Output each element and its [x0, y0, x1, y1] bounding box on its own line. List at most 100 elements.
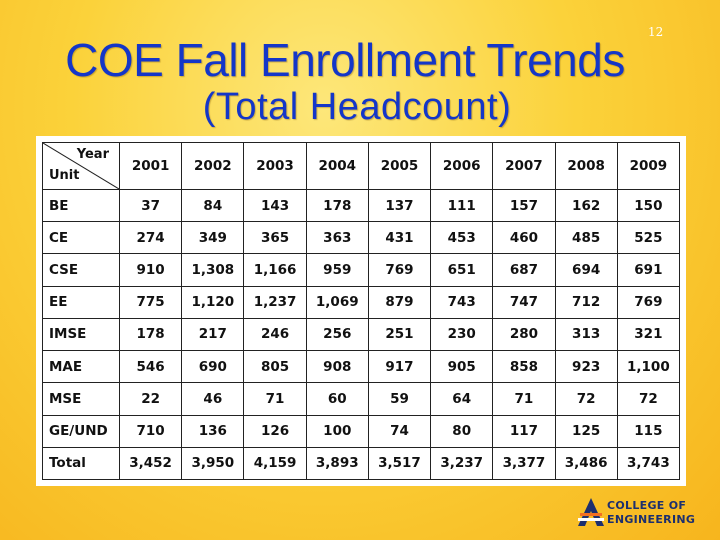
- value-cell: 1,100: [616, 350, 681, 384]
- value-cell: 162: [554, 188, 618, 223]
- value-cell: 651: [430, 253, 494, 287]
- value-cell: 37: [118, 188, 183, 223]
- value-cell: 313: [554, 317, 618, 352]
- unit-cell: CSE: [42, 253, 120, 287]
- table-row: IMSE 178 217 246 256 251 230 280 313 321: [42, 317, 681, 352]
- value-cell: 4,159: [243, 446, 307, 481]
- value-cell: 905: [430, 350, 494, 384]
- value-cell: 690: [181, 350, 245, 384]
- value-cell: 60: [305, 382, 369, 416]
- unit-cell: MSE: [42, 382, 120, 416]
- unit-cell: Total: [42, 446, 120, 481]
- value-cell: 525: [616, 221, 681, 255]
- year-header: 2007: [492, 142, 556, 190]
- table-body: BE 37 84 143 178 137 111 157 162 150 CE 274 349 365 36…: [42, 188, 681, 481]
- slide-title: COE Fall Enrollment Trends: [65, 34, 625, 86]
- value-cell: 460: [492, 221, 556, 255]
- logo-line-2: ENGINEERING: [607, 513, 696, 526]
- value-cell: 46: [181, 382, 245, 416]
- value-cell: 217: [181, 317, 245, 352]
- enrollment-table: Year Unit 2001 2002 2003 2004 2005 2006 …: [42, 142, 681, 481]
- value-cell: 143: [243, 188, 307, 223]
- value-cell: 879: [367, 285, 432, 319]
- value-cell: 71: [492, 382, 556, 416]
- college-of-engineering-logo: COLLEGE OF ENGINEERING: [578, 496, 706, 530]
- value-cell: 3,743: [616, 446, 681, 481]
- value-cell: 3,452: [118, 446, 183, 481]
- value-cell: 908: [305, 350, 369, 384]
- header-row: Year Unit 2001 2002 2003 2004 2005 2006 …: [42, 142, 681, 190]
- logo-line-1: COLLEGE OF: [607, 499, 687, 512]
- table-row: MSE 22 46 71 60 59 64 71 72 72: [42, 382, 681, 416]
- unit-cell: BE: [42, 188, 120, 223]
- value-cell: 59: [367, 382, 432, 416]
- year-header: 2003: [243, 142, 307, 190]
- table-row: CSE 910 1,308 1,166 959 769 651 687 694 691: [42, 253, 681, 287]
- diagonal-divider: [43, 143, 119, 189]
- value-cell: 178: [118, 317, 183, 352]
- table-row: MAE 546 690 805 908 917 905 858 923 1,100: [42, 350, 681, 384]
- value-cell: 775: [118, 285, 183, 319]
- unit-cell: CE: [42, 221, 120, 255]
- unit-cell: IMSE: [42, 317, 120, 352]
- table-row: EE 775 1,120 1,237 1,069 879 743 747 712 769: [42, 285, 681, 319]
- value-cell: 747: [492, 285, 556, 319]
- slide-number: 12: [648, 25, 664, 39]
- value-cell: 1,069: [305, 285, 369, 319]
- value-cell: 431: [367, 221, 432, 255]
- value-cell: 3,486: [554, 446, 618, 481]
- value-cell: 805: [243, 350, 307, 384]
- year-header: 2001: [118, 142, 183, 190]
- table-row: Total 3,452 3,950 4,159 3,893 3,517 3,237 3,377…: [42, 446, 681, 481]
- value-cell: 365: [243, 221, 307, 255]
- value-cell: 710: [118, 414, 183, 448]
- value-cell: 453: [430, 221, 494, 255]
- value-cell: 280: [492, 317, 556, 352]
- value-cell: 3,237: [430, 446, 494, 481]
- value-cell: 1,237: [243, 285, 307, 319]
- value-cell: 136: [181, 414, 245, 448]
- value-cell: 22: [118, 382, 183, 416]
- corner-year-label: Year: [76, 147, 109, 162]
- value-cell: 546: [118, 350, 183, 384]
- year-header: 2004: [305, 142, 369, 190]
- value-cell: 84: [181, 188, 245, 223]
- unit-cell: EE: [42, 285, 120, 319]
- value-cell: 80: [430, 414, 494, 448]
- value-cell: 769: [616, 285, 681, 319]
- value-cell: 126: [243, 414, 307, 448]
- value-cell: 712: [554, 285, 618, 319]
- value-cell: 274: [118, 221, 183, 255]
- table-row: BE 37 84 143 178 137 111 157 162 150: [42, 188, 681, 223]
- corner-header-cell: Year Unit: [42, 142, 120, 190]
- value-cell: 769: [367, 253, 432, 287]
- value-cell: 349: [181, 221, 245, 255]
- value-cell: 923: [554, 350, 618, 384]
- value-cell: 72: [616, 382, 681, 416]
- value-cell: 485: [554, 221, 618, 255]
- value-cell: 743: [430, 285, 494, 319]
- ut-arlington-a-logo-icon: [578, 498, 604, 526]
- value-cell: 363: [305, 221, 369, 255]
- value-cell: 125: [554, 414, 618, 448]
- value-cell: 230: [430, 317, 494, 352]
- value-cell: 687: [492, 253, 556, 287]
- value-cell: 111: [430, 188, 494, 223]
- value-cell: 117: [492, 414, 556, 448]
- value-cell: 3,950: [181, 446, 245, 481]
- value-cell: 64: [430, 382, 494, 416]
- value-cell: 858: [492, 350, 556, 384]
- value-cell: 959: [305, 253, 369, 287]
- value-cell: 74: [367, 414, 432, 448]
- value-cell: 137: [367, 188, 432, 223]
- corner-unit-label: Unit: [49, 168, 80, 183]
- value-cell: 157: [492, 188, 556, 223]
- value-cell: 910: [118, 253, 183, 287]
- value-cell: 178: [305, 188, 369, 223]
- enrollment-table-panel: Year Unit 2001 2002 2003 2004 2005 2006 …: [36, 136, 686, 486]
- value-cell: 1,166: [243, 253, 307, 287]
- value-cell: 1,120: [181, 285, 245, 319]
- value-cell: 1,308: [181, 253, 245, 287]
- year-header: 2009: [616, 142, 681, 190]
- value-cell: 691: [616, 253, 681, 287]
